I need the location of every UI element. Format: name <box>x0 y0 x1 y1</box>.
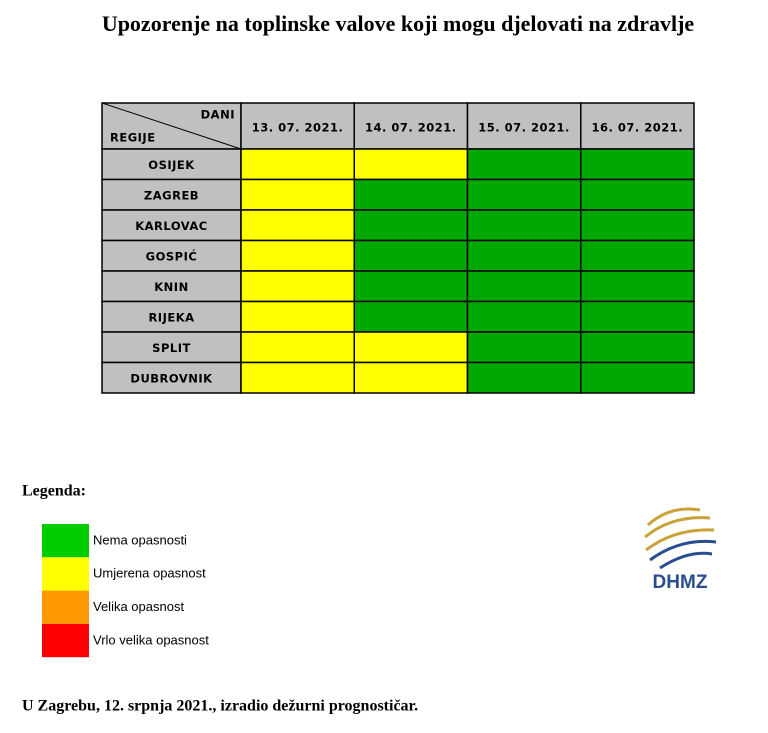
legend-label: Vrlo velika opasnost <box>93 632 209 647</box>
region-label: ZAGREB <box>144 188 199 202</box>
warning-cell <box>580 331 695 364</box>
warning-cell <box>353 178 469 211</box>
region-cell <box>101 361 242 394</box>
corner-diagonal <box>101 102 242 150</box>
warning-cell <box>466 270 582 303</box>
region-label: RIJEKA <box>148 310 194 324</box>
day-label: 15. 07. 2021. <box>478 121 570 135</box>
logo: DHMZ <box>644 507 717 593</box>
warning-cell <box>240 239 355 272</box>
legend-swatch <box>42 524 89 558</box>
warning-cell <box>466 361 582 394</box>
warning-cell <box>466 331 582 364</box>
region-label: OSIJEK <box>148 158 195 172</box>
warning-cell <box>580 239 695 272</box>
region-label: DUBROVNIK <box>130 371 213 385</box>
day-header <box>353 102 469 150</box>
warning-cell <box>240 270 355 303</box>
region-label: KARLOVAC <box>135 219 208 233</box>
region-cell <box>101 300 242 333</box>
day-header <box>580 102 695 150</box>
warning-cell <box>580 148 695 181</box>
warning-cell <box>240 148 355 181</box>
region-label: GOSPIĆ <box>146 248 198 263</box>
region-cell <box>101 331 242 364</box>
warning-cell <box>240 361 355 394</box>
warning-cell <box>240 300 355 333</box>
warning-cell <box>466 148 582 181</box>
region-cell <box>101 270 242 303</box>
warning-cell <box>240 209 355 242</box>
warning-cell <box>353 239 469 272</box>
legend-swatch <box>42 590 89 624</box>
warning-cell <box>240 331 355 364</box>
warning-cell <box>580 270 695 303</box>
warning-cell <box>353 361 469 394</box>
logo-stripes <box>644 507 715 552</box>
warning-cell <box>580 178 695 211</box>
warning-cell <box>353 300 469 333</box>
legend-swatch <box>42 557 89 591</box>
warning-cell <box>466 209 582 242</box>
warning-cell <box>353 270 469 303</box>
region-label: SPLIT <box>152 341 191 355</box>
footer: U Zagrebu, 12. srpnja 2021., izradio dež… <box>22 698 418 715</box>
warning-cell <box>466 239 582 272</box>
day-header <box>466 102 582 150</box>
region-label: KNIN <box>154 280 188 294</box>
day-label: 13. 07. 2021. <box>252 121 344 135</box>
legend-swatch <box>42 623 89 658</box>
corner-top: DANI <box>201 108 235 122</box>
legend-label: Umjerena opasnost <box>93 566 206 581</box>
legend-label: Nema opasnosti <box>93 532 187 547</box>
corner-bottom: REGIJE <box>110 131 156 145</box>
region-cell <box>101 148 242 181</box>
warning-cell <box>466 178 582 211</box>
warning-cell <box>580 209 695 242</box>
legend-title: Legenda: <box>22 483 86 500</box>
warning-cell <box>580 300 695 333</box>
warning-cell <box>466 300 582 333</box>
warning-cell <box>580 361 695 394</box>
day-label: 16. 07. 2021. <box>592 121 684 135</box>
warning-cell <box>353 331 469 364</box>
warning-cell <box>240 178 355 211</box>
warning-cell <box>353 209 469 242</box>
warning-cell <box>353 148 469 181</box>
legend-label: Velika opasnost <box>93 599 184 614</box>
logo-text: DHMZ <box>653 572 708 593</box>
logo-stripes-blue <box>649 539 717 570</box>
day-label: 14. 07. 2021. <box>365 121 457 135</box>
title: Upozorenje na toplinske valove koji mogu… <box>102 11 695 36</box>
